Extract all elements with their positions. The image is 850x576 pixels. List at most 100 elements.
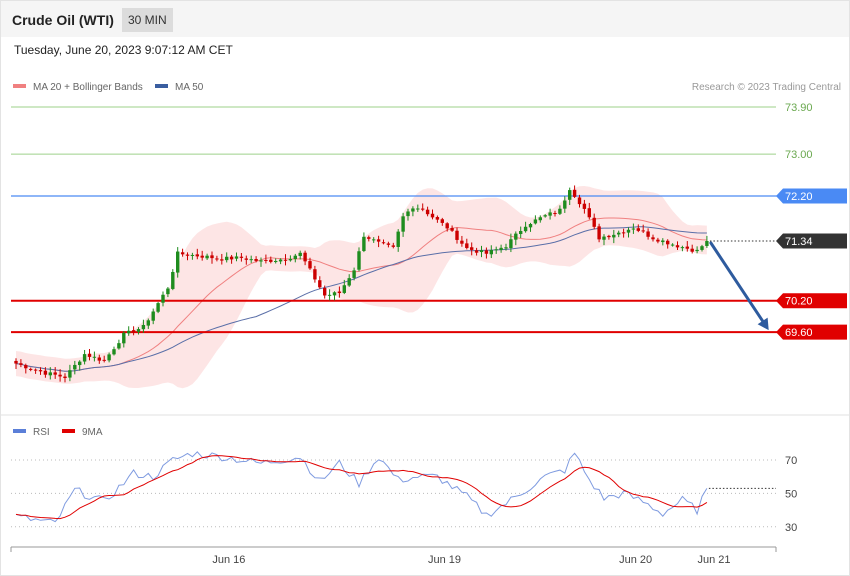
candle-body: [269, 259, 273, 262]
candle-body: [180, 252, 185, 255]
candle-body: [234, 256, 239, 259]
candle-body: [78, 361, 82, 366]
candle-body: [323, 287, 327, 296]
candle-body: [259, 260, 263, 262]
candle-body: [641, 230, 645, 232]
candle-body: [14, 360, 18, 364]
candle-body: [474, 250, 479, 253]
time-axis-label-0: Jun 16: [212, 554, 245, 566]
legend-swatch-0: [13, 84, 26, 88]
candle-body: [416, 208, 420, 210]
chart-credit: Research © 2023 Trading Central: [692, 82, 841, 93]
candle-body: [117, 343, 121, 349]
candle-body: [107, 354, 111, 361]
candle-body: [553, 213, 557, 215]
candle-body: [215, 258, 219, 260]
candle-body: [533, 219, 538, 224]
candle-body: [156, 303, 160, 312]
candle-body: [651, 237, 655, 240]
candle-body: [626, 229, 631, 233]
candle-body: [445, 223, 449, 229]
candle-body: [425, 209, 430, 215]
rsi-tick-label-0: 70: [785, 455, 797, 467]
candle-body: [166, 288, 170, 295]
level-label-3: 70.20: [785, 296, 813, 308]
bollinger-band-area: [16, 186, 707, 389]
candle-body: [97, 357, 101, 361]
candle-body: [450, 228, 454, 231]
candle-body: [332, 292, 337, 296]
candle-body: [661, 240, 665, 243]
candle-body: [548, 212, 552, 216]
legend-label-1: MA 50: [175, 82, 204, 93]
candle-body: [244, 258, 248, 260]
candle-body: [288, 258, 293, 261]
candle-body: [318, 280, 322, 288]
candle-body: [29, 368, 33, 370]
candle-body: [386, 243, 391, 245]
candle-body: [597, 226, 601, 240]
chart-title: Crude Oil (WTI): [12, 12, 114, 28]
candle-body: [122, 332, 126, 344]
candle-body: [680, 247, 685, 249]
candle-body: [460, 240, 464, 244]
candle-body: [102, 359, 106, 361]
candle-body: [146, 320, 150, 326]
level-label-2: 72.20: [785, 191, 813, 203]
level-label-1: 73.00: [785, 149, 813, 161]
candle-body: [293, 255, 297, 260]
level-tag-3: [776, 293, 847, 309]
candle-body: [63, 376, 67, 379]
candle-body: [631, 228, 636, 230]
candle-body: [695, 249, 699, 252]
candle-body: [342, 285, 346, 293]
candle-body: [401, 216, 405, 232]
time-axis-label-1: Jun 19: [428, 554, 461, 566]
candle-body: [523, 226, 528, 232]
candle-body: [494, 249, 498, 251]
candle-body: [621, 232, 626, 234]
candle-body: [264, 259, 268, 261]
candle-body: [391, 245, 395, 247]
candle-body: [690, 248, 694, 252]
candle-body: [646, 231, 650, 237]
candle-body: [205, 255, 209, 259]
rsi-tick-label-2: 30: [785, 522, 797, 534]
candle-body: [274, 261, 278, 263]
chart-datetime: Tuesday, June 20, 2023 9:07:12 AM CET: [14, 43, 233, 57]
candle-body: [582, 203, 587, 209]
last-price-tag: [776, 233, 847, 249]
candle-body: [92, 356, 97, 358]
candle-body: [278, 259, 283, 262]
candle-body: [190, 254, 195, 256]
candle-body: [670, 244, 675, 246]
candle-body: [558, 208, 562, 214]
candle-body: [406, 211, 410, 217]
candle-body: [352, 270, 356, 278]
candle-body: [127, 330, 131, 334]
candle-body: [568, 190, 572, 200]
candle-body: [87, 353, 92, 357]
candle-body: [421, 208, 425, 210]
candle-body: [656, 239, 660, 242]
timeframe-badge[interactable]: 30 MIN: [122, 8, 173, 32]
level-label-4: 69.60: [785, 327, 813, 339]
legend-label-0: MA 20 + Bollinger Bands: [33, 82, 143, 93]
rsi-tick-label-1: 50: [785, 488, 797, 500]
candle-body: [372, 239, 376, 241]
candle-body: [48, 372, 52, 376]
candle-body: [58, 374, 62, 377]
candle-body: [592, 217, 596, 227]
candle-body: [509, 239, 513, 249]
candle-body: [484, 250, 489, 254]
candle-body: [685, 246, 689, 249]
candle-body: [298, 252, 302, 256]
level-tag-4: [776, 324, 847, 340]
candle-body: [479, 250, 484, 253]
candle-body: [337, 291, 342, 294]
candle-body: [577, 197, 582, 205]
candle-body: [283, 259, 288, 261]
candle-body: [33, 369, 38, 371]
candle-body: [225, 256, 229, 261]
